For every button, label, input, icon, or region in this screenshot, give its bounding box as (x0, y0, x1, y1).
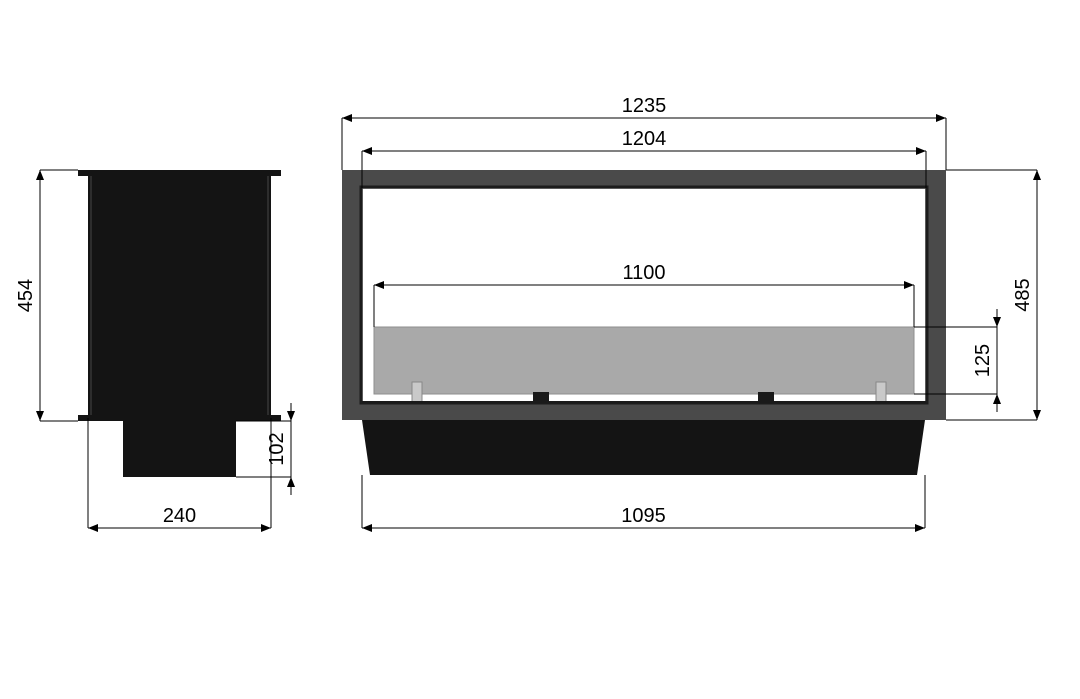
dim-label: 125 (972, 344, 994, 377)
side-body (88, 173, 271, 418)
dim-label: 102 (266, 432, 288, 465)
dim-label: 454 (15, 279, 37, 312)
dim-label: 485 (1012, 278, 1034, 311)
dim-label: 1204 (622, 128, 667, 150)
dim-label: 240 (163, 505, 196, 527)
dim-label: 1095 (621, 505, 666, 527)
side-base (123, 421, 236, 477)
technical-drawing: 454 102 240 1235 1204 1100 485 125 1095 (0, 0, 1080, 699)
front-burner-bar (374, 327, 914, 394)
dim-label: 1235 (622, 95, 667, 117)
front-bracket-0 (412, 382, 422, 402)
front-base (362, 420, 925, 475)
dim-label: 1100 (622, 262, 665, 284)
front-foot-1 (758, 392, 774, 402)
front-foot-0 (533, 392, 549, 402)
front-bracket-1 (876, 382, 886, 402)
shapes-layer (78, 170, 946, 477)
